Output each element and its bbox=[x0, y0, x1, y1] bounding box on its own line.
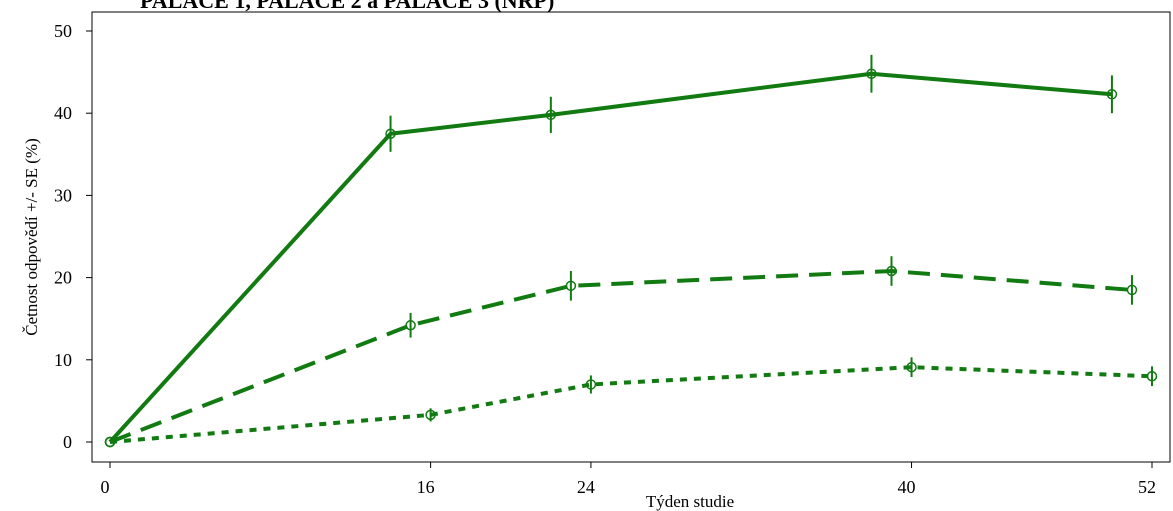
y-axis-label: Četnost odpovědí +/- SE (%) bbox=[22, 138, 41, 336]
series-line bbox=[108, 71, 1113, 444]
plot-frame bbox=[91, 11, 1171, 463]
series-dashed bbox=[104, 256, 1138, 448]
y-tick-label: 20 bbox=[54, 268, 72, 288]
x-tick-label: 16 bbox=[417, 477, 435, 497]
data-point bbox=[906, 361, 917, 373]
axes: 0 10 20 30 40 50 0 16 24 40 52 bbox=[54, 21, 1156, 497]
data-point bbox=[425, 409, 436, 421]
x-tick-label: 24 bbox=[577, 477, 595, 497]
data-point bbox=[405, 320, 416, 331]
data-point bbox=[1126, 284, 1138, 296]
x-tick-label: 52 bbox=[1138, 477, 1156, 497]
data-point bbox=[104, 436, 116, 448]
series-line bbox=[109, 365, 1153, 444]
data-point bbox=[585, 379, 597, 390]
series-line bbox=[109, 269, 1133, 444]
x-tick-label: 0 bbox=[101, 477, 110, 497]
data-point bbox=[545, 109, 557, 121]
x-axis-label: Týden studie bbox=[646, 492, 734, 511]
y-tick-label: 10 bbox=[54, 350, 72, 370]
y-tick-label: 50 bbox=[54, 21, 72, 41]
data-point bbox=[565, 280, 577, 292]
x-tick-label: 40 bbox=[898, 477, 916, 497]
chart-title: PALACE 1, PALACE 2 a PALACE 3 (NRP) bbox=[140, 0, 554, 13]
y-tick-label: 0 bbox=[63, 432, 72, 452]
data-point bbox=[1106, 89, 1118, 100]
series-solid bbox=[104, 54, 1118, 448]
series-group bbox=[104, 54, 1158, 448]
data-point bbox=[1146, 370, 1158, 382]
series-dotted bbox=[104, 357, 1158, 448]
y-tick-label: 30 bbox=[54, 185, 72, 205]
data-point bbox=[866, 68, 877, 79]
data-point bbox=[385, 128, 396, 139]
y-tick-label: 40 bbox=[54, 103, 72, 123]
data-point bbox=[886, 265, 897, 277]
